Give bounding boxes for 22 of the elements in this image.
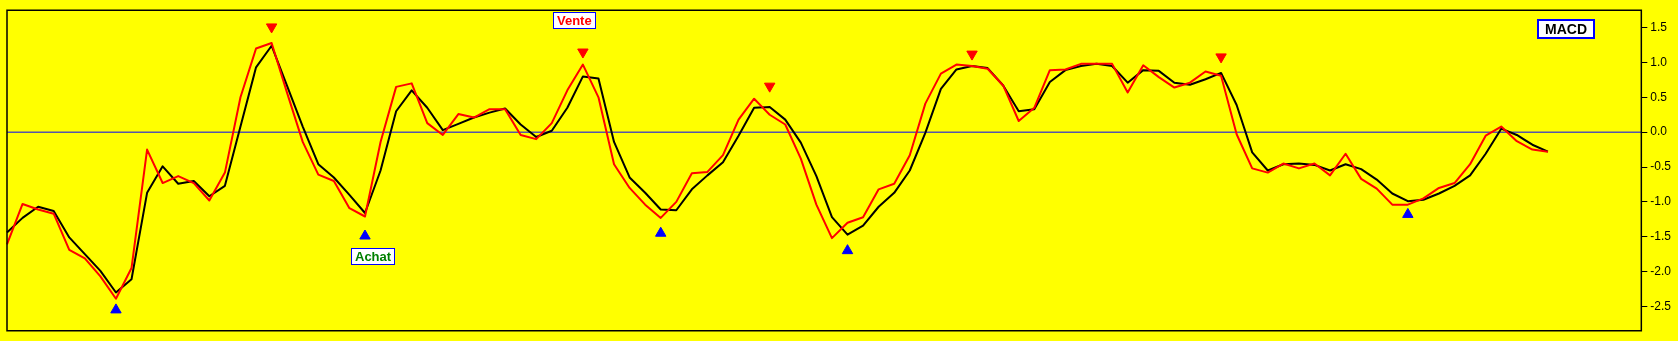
y-tick-label: -1.0 (1650, 194, 1672, 209)
y-tick-label: -1.5 (1650, 229, 1672, 244)
y-tick-label: 1.5 (1650, 19, 1668, 34)
y-tick-label: 0.0 (1650, 124, 1668, 139)
text: MACD (1537, 19, 1595, 39)
y-tick-label: 1.0 (1650, 54, 1668, 69)
y-tick-label: -2.5 (1650, 298, 1672, 313)
point (265, 23, 278, 34)
point (655, 226, 667, 237)
y-tick-label: -2.0 (1650, 263, 1672, 278)
point (1215, 53, 1227, 64)
point (110, 303, 122, 314)
point (841, 244, 854, 255)
point (763, 82, 776, 93)
point (577, 48, 589, 59)
y-tick-label: -0.5 (1650, 159, 1672, 174)
annotation: Achat (351, 248, 396, 265)
point (359, 229, 371, 240)
y-tick-label: 0.5 (1650, 89, 1668, 104)
point (1402, 207, 1414, 218)
point (966, 50, 978, 61)
annotation: Vente (553, 12, 596, 29)
